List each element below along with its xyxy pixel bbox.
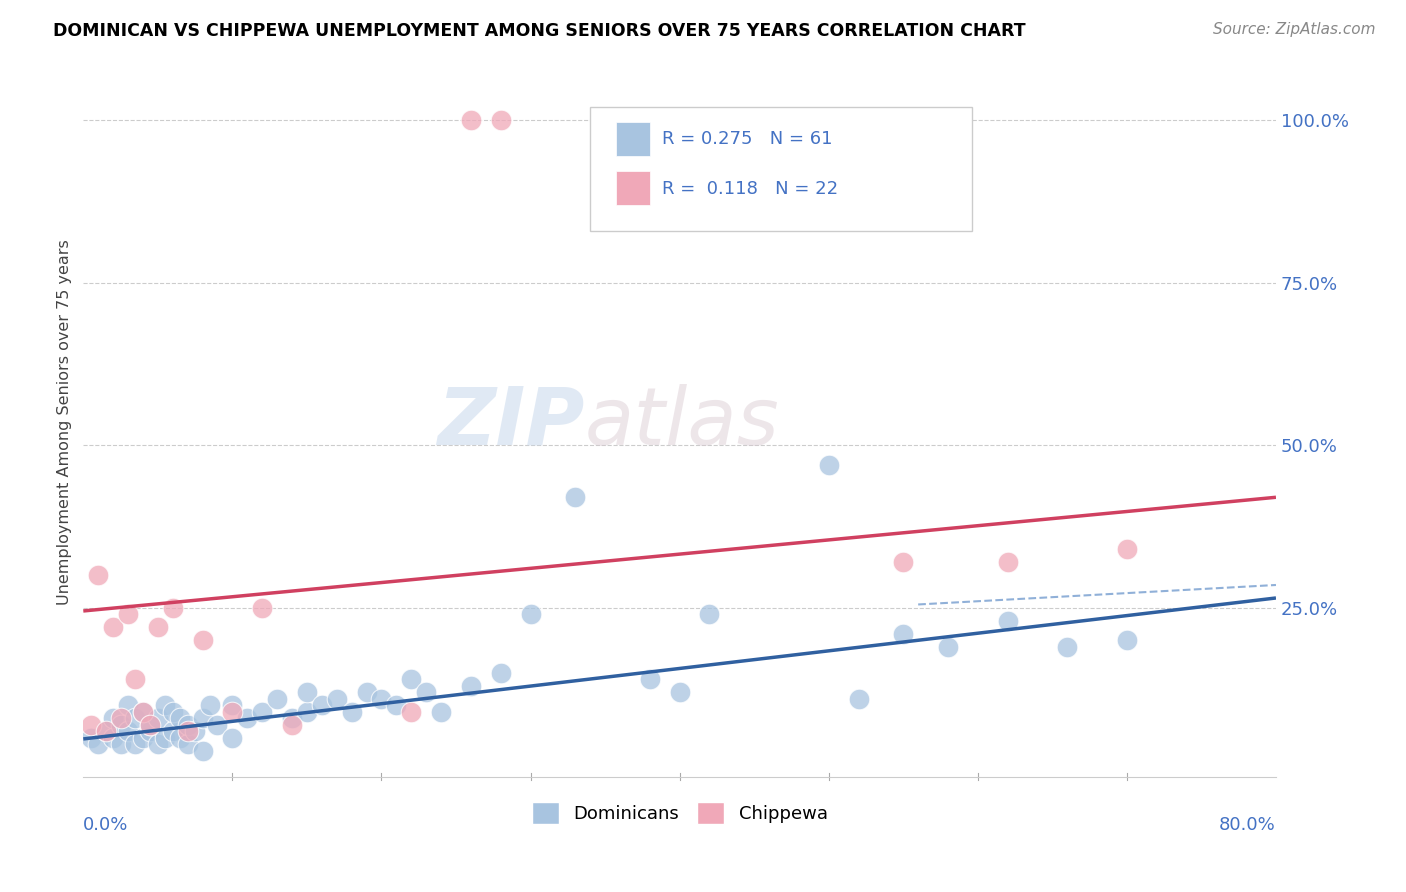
- Point: [281, 717, 304, 731]
- Point: [997, 614, 1019, 628]
- Point: [891, 555, 914, 569]
- Point: [191, 744, 214, 758]
- Point: [132, 705, 155, 719]
- Point: [80, 731, 103, 745]
- Point: [101, 711, 124, 725]
- Point: [139, 724, 162, 739]
- Y-axis label: Unemployment Among Seniors over 75 years: Unemployment Among Seniors over 75 years: [58, 240, 72, 606]
- Point: [936, 640, 959, 654]
- Point: [184, 724, 207, 739]
- Point: [997, 555, 1019, 569]
- Point: [191, 633, 214, 648]
- Text: atlas: atlas: [585, 384, 779, 461]
- Point: [191, 711, 214, 725]
- Point: [87, 737, 110, 751]
- Point: [101, 620, 124, 634]
- Point: [401, 705, 423, 719]
- Point: [176, 717, 198, 731]
- Text: 0.0%: 0.0%: [83, 815, 129, 833]
- Point: [221, 698, 243, 713]
- Point: [236, 711, 259, 725]
- Point: [132, 731, 155, 745]
- Point: [155, 731, 177, 745]
- Point: [139, 717, 162, 731]
- Point: [250, 705, 273, 719]
- Point: [176, 724, 198, 739]
- Point: [117, 724, 139, 739]
- Point: [668, 685, 690, 699]
- Point: [139, 717, 162, 731]
- Point: [489, 113, 512, 128]
- Point: [110, 717, 132, 731]
- Point: [117, 698, 139, 713]
- Point: [460, 679, 482, 693]
- Point: [132, 705, 155, 719]
- Point: [385, 698, 408, 713]
- Point: [176, 737, 198, 751]
- Point: [817, 458, 839, 472]
- Text: R =  0.118   N = 22: R = 0.118 N = 22: [662, 179, 838, 198]
- Bar: [616, 121, 650, 155]
- Point: [266, 691, 288, 706]
- Point: [110, 711, 132, 725]
- Point: [169, 711, 191, 725]
- Point: [489, 665, 512, 680]
- Point: [1056, 640, 1078, 654]
- Point: [124, 672, 146, 686]
- Point: [340, 705, 363, 719]
- Point: [146, 711, 169, 725]
- Point: [207, 717, 229, 731]
- Point: [169, 731, 191, 745]
- Text: DOMINICAN VS CHIPPEWA UNEMPLOYMENT AMONG SENIORS OVER 75 YEARS CORRELATION CHART: DOMINICAN VS CHIPPEWA UNEMPLOYMENT AMONG…: [53, 22, 1026, 40]
- Point: [94, 724, 117, 739]
- Point: [564, 490, 586, 504]
- Point: [295, 705, 318, 719]
- Legend: Dominicans, Chippewa: Dominicans, Chippewa: [524, 795, 835, 831]
- Point: [250, 600, 273, 615]
- Point: [430, 705, 453, 719]
- Point: [221, 731, 243, 745]
- Point: [1115, 542, 1137, 557]
- Point: [221, 705, 243, 719]
- Point: [146, 737, 169, 751]
- Text: 80.0%: 80.0%: [1219, 815, 1277, 833]
- Point: [198, 698, 221, 713]
- Point: [848, 691, 870, 706]
- Point: [1115, 633, 1137, 648]
- Point: [124, 737, 146, 751]
- Text: Source: ZipAtlas.com: Source: ZipAtlas.com: [1212, 22, 1375, 37]
- Point: [295, 685, 318, 699]
- Point: [110, 737, 132, 751]
- Point: [162, 705, 184, 719]
- Point: [699, 607, 721, 622]
- Point: [415, 685, 437, 699]
- Point: [401, 672, 423, 686]
- Point: [101, 731, 124, 745]
- Point: [356, 685, 378, 699]
- Point: [460, 113, 482, 128]
- Point: [117, 607, 139, 622]
- Point: [162, 600, 184, 615]
- Text: R = 0.275   N = 61: R = 0.275 N = 61: [662, 130, 832, 148]
- Point: [146, 620, 169, 634]
- Point: [891, 626, 914, 640]
- Point: [325, 691, 347, 706]
- Bar: [616, 171, 650, 205]
- Point: [281, 711, 304, 725]
- Point: [87, 568, 110, 582]
- Point: [311, 698, 333, 713]
- Point: [155, 698, 177, 713]
- Point: [162, 724, 184, 739]
- Point: [638, 672, 661, 686]
- Point: [80, 717, 103, 731]
- Point: [124, 711, 146, 725]
- FancyBboxPatch shape: [591, 107, 972, 231]
- Point: [94, 724, 117, 739]
- Point: [370, 691, 392, 706]
- Point: [519, 607, 541, 622]
- Text: ZIP: ZIP: [437, 384, 585, 461]
